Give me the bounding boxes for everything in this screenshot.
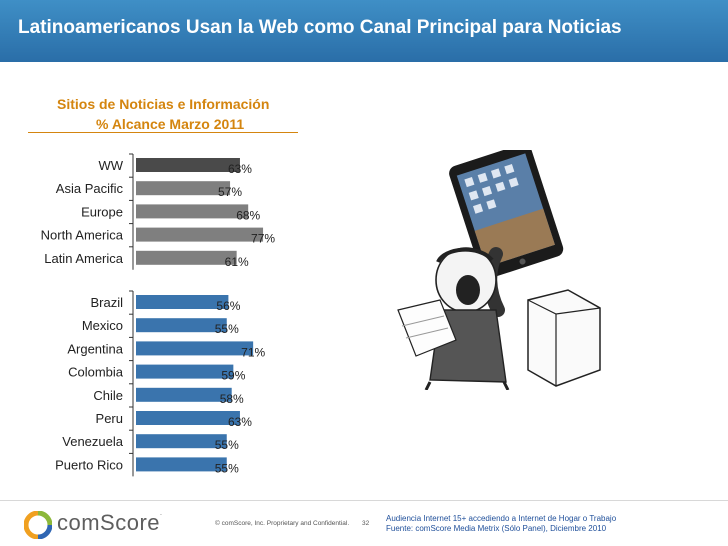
- bar-chile: [136, 387, 232, 402]
- category-label: Colombia: [68, 365, 124, 380]
- comscore-logo-icon: [24, 511, 52, 539]
- category-label: Chile: [93, 388, 123, 403]
- value-label: 55%: [215, 438, 239, 452]
- bar-venezuela: [136, 434, 227, 449]
- category-label: Europe: [81, 204, 123, 219]
- footer-divider: [0, 500, 728, 501]
- bar-latin-america: [136, 250, 237, 265]
- value-label: 59%: [221, 369, 245, 383]
- header-rule: [0, 62, 728, 65]
- value-label: 63%: [228, 162, 252, 176]
- bar-brazil: [136, 295, 229, 309]
- bar-north-america: [136, 227, 264, 242]
- bar-mexico: [136, 318, 227, 333]
- page-number: 32: [362, 520, 370, 527]
- bar-puerto-rico: [136, 457, 227, 472]
- chart-subtitle: % Alcance Marzo 2011: [96, 116, 245, 132]
- category-label: Asia Pacific: [56, 181, 124, 196]
- category-label: Latin America: [44, 251, 124, 266]
- category-label: North America: [41, 228, 124, 243]
- category-label: Argentina: [67, 341, 123, 356]
- value-label: 61%: [225, 255, 249, 269]
- bar-europe: [136, 204, 249, 219]
- comscore-logo-text: comScore.: [57, 510, 163, 535]
- bar-chart: WW 63% Asia Pacific 57% Europe 68% North Ameri…: [41, 153, 275, 477]
- bar-asia-pacific: [136, 181, 231, 196]
- value-label: 77%: [251, 232, 275, 246]
- value-label: 68%: [236, 208, 260, 222]
- category-label: Venezuela: [62, 434, 123, 449]
- bar-colombia: [136, 364, 234, 379]
- source-note: Audiencia Internet 15+ accediendo a Inte…: [386, 514, 616, 534]
- category-label: Brazil: [90, 295, 123, 310]
- title-underline: [28, 132, 298, 133]
- value-label: 55%: [215, 461, 239, 475]
- value-label: 56%: [216, 299, 240, 313]
- source-note-line-1: Audiencia Internet 15+ accediendo a Inte…: [386, 514, 617, 523]
- value-label: 71%: [241, 345, 265, 359]
- bar-peru: [136, 411, 240, 425]
- value-label: 63%: [228, 415, 252, 429]
- category-label: Peru: [96, 411, 123, 426]
- value-label: 55%: [215, 322, 239, 336]
- value-label: 57%: [218, 185, 242, 199]
- value-label: 58%: [220, 392, 244, 406]
- bar-ww: [136, 158, 240, 172]
- category-label: Puerto Rico: [55, 457, 123, 472]
- category-label: Mexico: [82, 318, 123, 333]
- copyright-text: © comScore, Inc. Proprietary and Confide…: [215, 520, 350, 527]
- category-label: WW: [98, 158, 123, 173]
- bar-argentina: [136, 341, 254, 356]
- source-note-line-2: Fuente: comScore Media Metrix (Sólo Pane…: [386, 524, 607, 533]
- title-bar: Latinoamericanos Usan la Web como Canal …: [0, 0, 728, 62]
- page-title: Latinoamericanos Usan la Web como Canal …: [18, 17, 622, 38]
- ipad-illustration: [397, 150, 601, 390]
- chart-title: Sitios de Noticias e Información: [57, 96, 270, 112]
